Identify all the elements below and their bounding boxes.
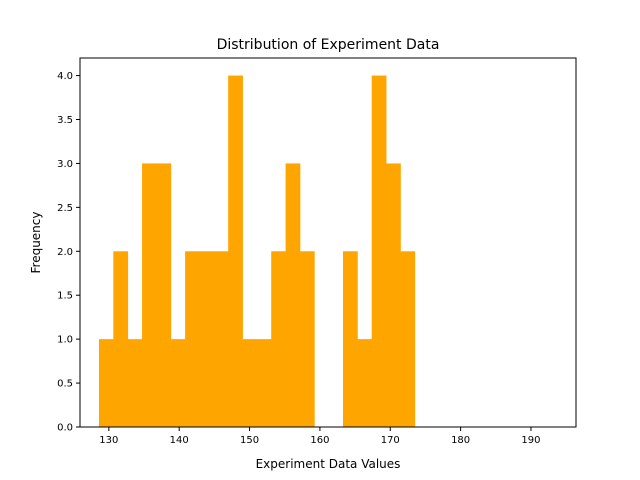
x-axis: 130 140 150 160 170 180 190 [99, 427, 541, 446]
x-tick-label: 160 [310, 435, 329, 446]
y-tick-label: 0.0 [57, 423, 73, 434]
histogram-bar [400, 251, 416, 427]
histogram-bar [142, 163, 157, 427]
histogram-bar [386, 163, 401, 427]
histogram-bar [156, 163, 172, 427]
histogram-bar [98, 339, 114, 427]
histogram-bar [357, 339, 373, 427]
y-axis: 0.0 0.5 1.0 1.5 2.0 2.5 3.0 3.5 4.0 [57, 71, 80, 434]
y-tick-label: 3.0 [57, 159, 73, 170]
histogram-bar [285, 163, 301, 427]
histogram-bar [127, 339, 143, 427]
histogram-bar [228, 75, 243, 428]
y-tick-label: 4.0 [57, 71, 73, 82]
histogram-bar [242, 339, 258, 427]
x-tick-label: 140 [170, 435, 189, 446]
histogram-bar [113, 251, 129, 427]
bars-group [98, 75, 416, 428]
y-tick-label: 0.5 [57, 379, 73, 390]
histogram-bar [185, 251, 200, 427]
chart-title: Distribution of Experiment Data [217, 37, 440, 53]
x-tick-label: 190 [521, 435, 540, 446]
y-tick-label: 2.0 [57, 247, 73, 258]
histogram-bar [371, 75, 387, 428]
y-tick-label: 3.5 [57, 115, 73, 126]
x-tick-label: 170 [381, 435, 400, 446]
x-tick-label: 130 [99, 435, 118, 446]
x-axis-title: Experiment Data Values [256, 457, 401, 471]
histogram-bar [271, 251, 286, 427]
histogram-bar [199, 251, 215, 427]
y-tick-label: 2.5 [57, 203, 73, 214]
histogram-bar [170, 339, 186, 427]
histogram-bar [342, 251, 358, 427]
y-tick-label: 1.5 [57, 291, 73, 302]
histogram-bar [256, 339, 272, 427]
plot-frame [79, 57, 577, 428]
histogram-bar [299, 251, 315, 427]
y-axis-title: Frequency [29, 212, 43, 274]
x-tick-label: 150 [240, 435, 259, 446]
x-tick-label: 180 [451, 435, 470, 446]
y-tick-label: 1.0 [57, 335, 73, 346]
histogram-bar [213, 251, 229, 427]
